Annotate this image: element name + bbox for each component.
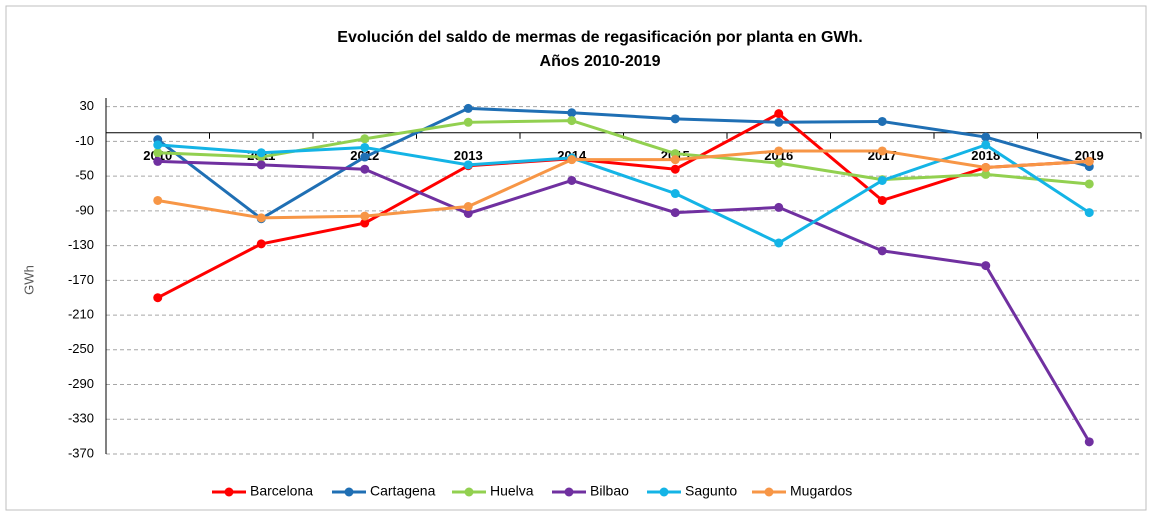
legend-label: Huelva: [490, 483, 534, 499]
legend-marker: [464, 487, 474, 497]
data-point: [1084, 437, 1094, 447]
data-point: [567, 155, 577, 165]
chart-title: Evolución del saldo de mermas de regasif…: [337, 29, 862, 46]
data-point: [567, 108, 577, 118]
y-tick-label: -330: [68, 411, 94, 426]
data-point: [1084, 208, 1094, 218]
data-point: [463, 117, 473, 127]
series-line: [156, 106, 1090, 221]
chart-subtitle: Años 2010-2019: [540, 53, 661, 70]
data-point: [774, 146, 784, 156]
data-point: [360, 142, 370, 152]
data-point: [877, 116, 887, 126]
data-point: [877, 195, 887, 205]
legend-marker: [564, 487, 574, 497]
x-tick-label: 2018: [971, 148, 1000, 163]
y-tick-label: -370: [68, 445, 94, 460]
series-line: [157, 159, 1091, 443]
data-point: [774, 158, 784, 168]
data-point: [774, 202, 784, 212]
data-point: [463, 202, 473, 212]
data-point: [981, 261, 991, 271]
data-point: [877, 246, 887, 256]
data-point: [256, 160, 266, 170]
legend-marker: [659, 487, 669, 497]
chart-border: [5, 5, 1147, 511]
data-point: [981, 162, 991, 172]
series-line: [157, 111, 1090, 300]
legend-marker: [344, 487, 354, 497]
data-point: [670, 155, 680, 165]
data-point: [360, 134, 370, 144]
data-point: [360, 164, 370, 174]
data-point: [153, 156, 163, 166]
y-tick-label: -130: [68, 237, 94, 252]
data-point: [463, 208, 473, 218]
series-line: [157, 119, 1090, 186]
data-point: [567, 175, 577, 185]
legend-marker: [224, 487, 234, 497]
data-point: [877, 175, 887, 185]
series-line: [157, 149, 1090, 220]
y-tick-label: -170: [68, 272, 94, 287]
data-point: [153, 140, 163, 150]
y-tick-label: -290: [68, 376, 94, 391]
legend-label: Bilbao: [590, 483, 629, 499]
y-tick-label: 30: [80, 98, 94, 113]
data-point: [670, 189, 680, 199]
data-point: [360, 211, 370, 221]
y-tick-label: -210: [68, 307, 94, 322]
data-point: [774, 238, 784, 248]
legend-marker: [764, 487, 774, 497]
data-point: [774, 117, 784, 127]
data-point: [567, 116, 577, 126]
data-point: [670, 208, 680, 218]
y-tick-label: -250: [68, 341, 94, 356]
data-point: [256, 213, 266, 223]
y-tick-label: -10: [75, 133, 94, 148]
data-point: [774, 109, 784, 119]
data-point: [153, 195, 163, 205]
data-point: [360, 218, 370, 228]
data-point: [981, 132, 991, 142]
legend-label: Mugardos: [790, 483, 852, 499]
data-point: [877, 146, 887, 156]
data-point: [670, 164, 680, 174]
series-line: [157, 143, 1091, 245]
data-point: [463, 160, 473, 170]
legend-label: Barcelona: [250, 483, 313, 499]
data-point: [1084, 156, 1094, 166]
data-point: [1084, 179, 1094, 189]
data-point: [670, 114, 680, 124]
data-point: [256, 239, 266, 249]
data-point: [153, 293, 163, 303]
data-point: [981, 169, 991, 179]
data-point: [463, 103, 473, 113]
legend-label: Cartagena: [370, 483, 436, 499]
y-tick-label: -50: [75, 168, 94, 183]
legend-label: Sagunto: [685, 483, 737, 499]
y-tick-label: -90: [75, 202, 94, 217]
data-point: [256, 148, 266, 158]
data-point: [981, 140, 991, 150]
data-point: [153, 148, 163, 158]
y-axis-label: GWh: [21, 265, 36, 295]
data-point: [360, 152, 370, 162]
x-tick-label: 2019: [1075, 148, 1104, 163]
x-tick-label: 2013: [454, 148, 483, 163]
